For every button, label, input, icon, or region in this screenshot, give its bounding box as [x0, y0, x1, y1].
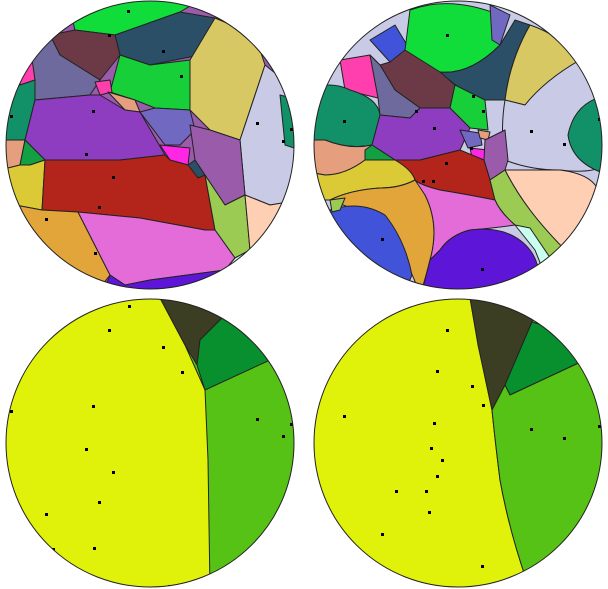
panel-top-right [314, 1, 602, 289]
sites [343, 329, 601, 568]
cell [6, 299, 211, 587]
panel-bottom-right [314, 299, 602, 587]
cell [329, 197, 346, 213]
cell [414, 179, 516, 261]
cell [549, 257, 566, 273]
panel-top-left [6, 1, 294, 289]
sites [10, 10, 293, 257]
cell [459, 129, 483, 149]
cell [94, 79, 113, 96]
disk-boundary [5, 298, 295, 588]
panel-bottom-left [6, 299, 294, 587]
disk-boundary [313, 0, 603, 290]
disk-boundary [5, 0, 295, 290]
cell [6, 159, 46, 211]
disk-boundary [313, 298, 603, 588]
